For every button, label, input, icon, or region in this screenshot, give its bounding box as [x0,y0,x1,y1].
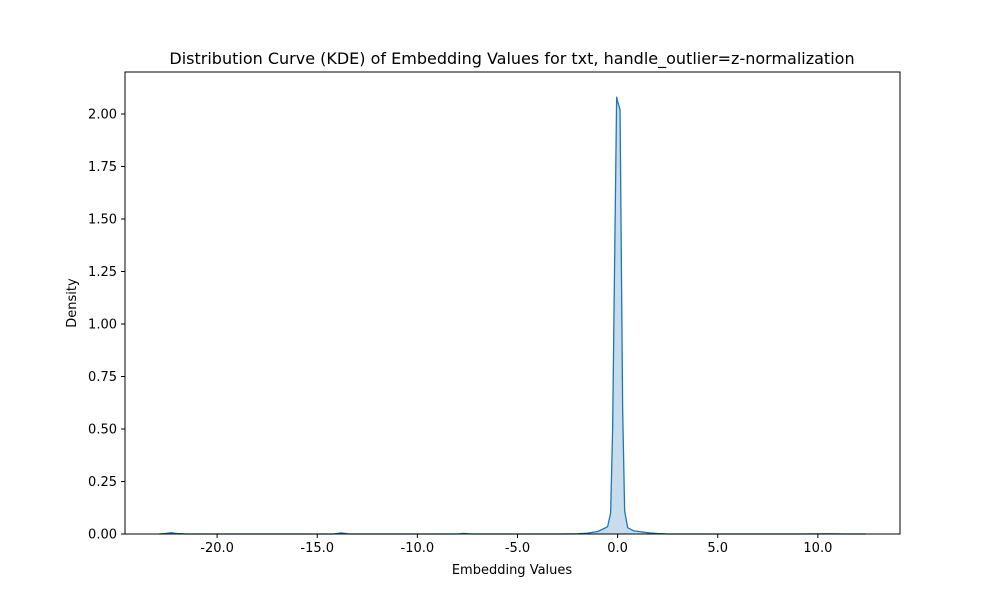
x-tick-label: -10.0 [401,541,435,556]
x-axis: -20.0 -15.0 -10.0 -5.0 0.0 5.0 10.0 [200,534,832,556]
x-tick-label: 10.0 [803,541,832,556]
x-tick-label: 0.0 [607,541,628,556]
x-tick-label: 5.0 [707,541,728,556]
x-axis-label: Embedding Values [452,563,573,578]
x-tick-label: -15.0 [300,541,334,556]
x-tick-label: -5.0 [505,541,530,556]
y-tick-label: 1.00 [88,318,117,333]
chart-title: Distribution Curve (KDE) of Embedding Va… [169,49,854,69]
y-tick-label: 1.75 [88,160,117,175]
y-tick-label: 2.00 [88,108,117,123]
y-tick-label: 0.00 [88,528,117,543]
y-tick-label: 0.25 [88,475,117,490]
y-tick-label: 0.50 [88,423,117,438]
y-tick-label: 1.50 [88,213,117,228]
y-axis: 0.00 0.25 0.50 0.75 1.00 1.25 1.50 1.75 2.00 [88,108,125,543]
axes-frame [124,71,901,535]
y-tick-label: 1.25 [88,265,117,280]
y-tick-label: 0.75 [88,370,117,385]
x-tick-label: -20.0 [200,541,234,556]
y-axis-label: Density [65,278,80,328]
